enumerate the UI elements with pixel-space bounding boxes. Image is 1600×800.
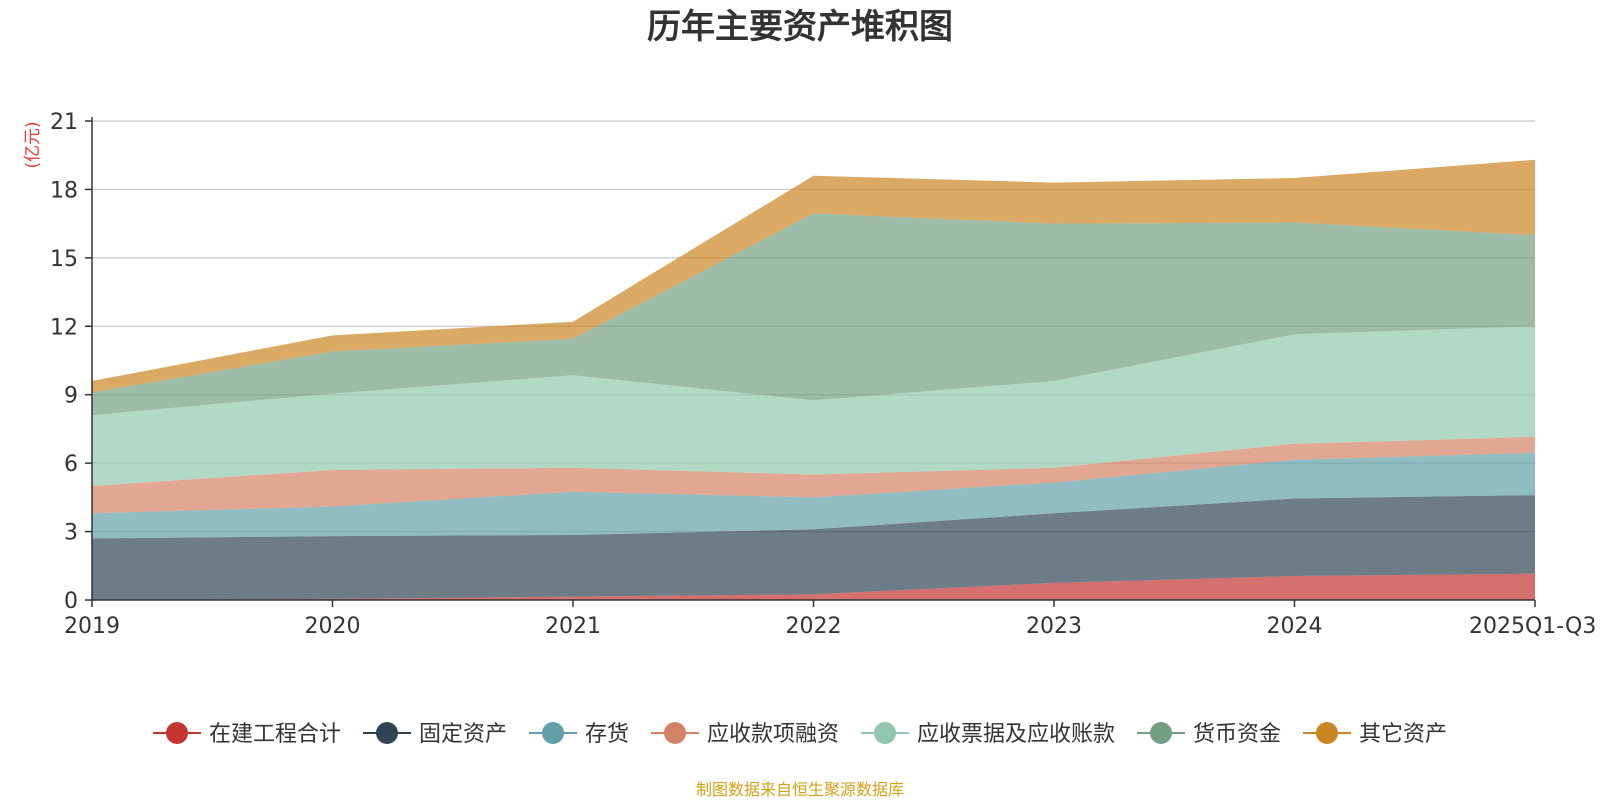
area-series-3[interactable] bbox=[92, 436, 1535, 514]
area-series-2[interactable] bbox=[92, 452, 1535, 539]
legend-circle-icon bbox=[1316, 722, 1338, 744]
legend-item-2[interactable]: 存货 bbox=[529, 722, 629, 747]
x-tick-label: 2024 bbox=[1267, 614, 1323, 639]
legend-circle-icon bbox=[376, 722, 398, 744]
y-tick-label: 15 bbox=[50, 247, 78, 272]
legend-item-1[interactable]: 固定资产 bbox=[363, 722, 507, 747]
legend-label: 应收票据及应收账款 bbox=[917, 722, 1115, 747]
legend-item-0[interactable]: 在建工程合计 bbox=[153, 722, 341, 747]
x-tick-label: 2020 bbox=[305, 614, 361, 639]
legend-circle-icon bbox=[1150, 722, 1172, 744]
axes: 0 3 6 9 12 15 18 21 2019 2020 2021 2022 2023 2024 2025… bbox=[50, 110, 1596, 639]
y-tick-label: 0 bbox=[64, 589, 78, 614]
source-note: 制图数据来自恒生聚源数据库 bbox=[696, 780, 904, 799]
area-series-1[interactable] bbox=[92, 495, 1535, 600]
legend-label: 货币资金 bbox=[1193, 722, 1281, 747]
x-tick-label: 2023 bbox=[1026, 614, 1082, 639]
area-series-5[interactable] bbox=[92, 213, 1535, 416]
legend-circle-icon bbox=[874, 722, 896, 744]
y-tick-label: 6 bbox=[64, 452, 78, 477]
x-tick-label: 2022 bbox=[786, 614, 842, 639]
x-tick-label: 2019 bbox=[64, 614, 120, 639]
chart-title: 历年主要资产堆积图 bbox=[647, 7, 953, 47]
legend-label: 在建工程合计 bbox=[209, 722, 341, 747]
y-tick-label: 9 bbox=[64, 384, 78, 409]
y-tick-label: 18 bbox=[50, 178, 78, 203]
y-tick-label: 21 bbox=[50, 110, 78, 135]
legend-circle-icon bbox=[542, 722, 564, 744]
legend-label: 存货 bbox=[585, 722, 629, 747]
y-tick-label: 12 bbox=[50, 315, 78, 340]
legend-circle-icon bbox=[166, 722, 188, 744]
legend-label: 其它资产 bbox=[1359, 722, 1447, 747]
legend-item-4[interactable]: 应收票据及应收账款 bbox=[861, 722, 1115, 747]
y-axis-unit-label: (亿元) bbox=[23, 121, 43, 168]
area-series-0[interactable] bbox=[92, 573, 1535, 600]
area-series-4[interactable] bbox=[92, 326, 1535, 486]
legend-label: 应收款项融资 bbox=[707, 722, 839, 747]
legend-item-6[interactable]: 其它资产 bbox=[1303, 722, 1447, 747]
legend[interactable]: 在建工程合计 固定资产 存货 应收款项融资 应收票据及应收账款 货币资金 其它资产 bbox=[153, 722, 1447, 747]
area-series-group bbox=[92, 159, 1535, 600]
legend-item-3[interactable]: 应收款项融资 bbox=[651, 722, 839, 747]
x-tick-label: 2021 bbox=[545, 614, 601, 639]
area-series-6[interactable] bbox=[92, 159, 1535, 393]
legend-item-5[interactable]: 货币资金 bbox=[1137, 722, 1281, 747]
y-tick-label: 3 bbox=[64, 521, 78, 546]
x-tick-label: 2025Q1-Q3 bbox=[1469, 614, 1596, 639]
legend-label: 固定资产 bbox=[419, 722, 507, 747]
legend-circle-icon bbox=[664, 722, 686, 744]
